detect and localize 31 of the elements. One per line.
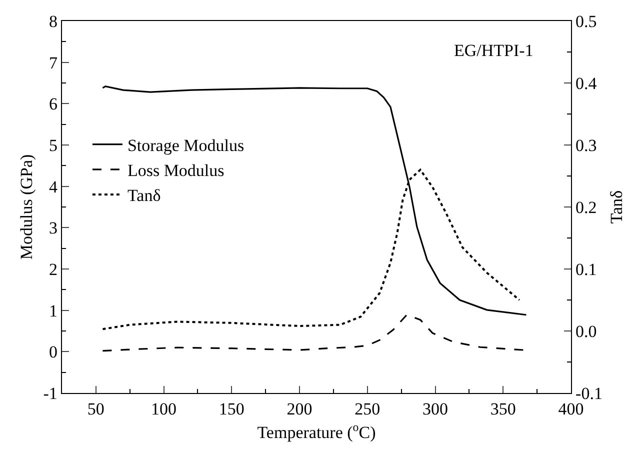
x-tick-label: 350 — [490, 400, 516, 419]
annotation: EG/HTPI-1 — [454, 41, 534, 60]
y-tick-label: 6 — [48, 94, 58, 114]
y-tick-label: 1 — [48, 301, 58, 320]
x-tick-label: 50 — [87, 400, 104, 419]
x-tick-label: 150 — [218, 400, 244, 419]
legend-label: Tanδ — [127, 186, 161, 206]
legend-label: Loss Modulus — [127, 161, 224, 180]
y-tick-label: 5 — [48, 136, 58, 155]
line-series — [102, 314, 524, 352]
y-tick-label: 0 — [48, 342, 58, 362]
y-tick-label: 7 — [48, 53, 58, 72]
y2-tick-label: 0.4 — [576, 74, 598, 93]
y-tick-label: 3 — [48, 218, 58, 238]
y2-tick-label: 0.1 — [576, 260, 597, 279]
y-tick-label: 8 — [48, 12, 58, 31]
y2-tick-label: 0.2 — [576, 198, 597, 217]
y2-tick-label: 0.5 — [576, 12, 597, 31]
x-tick-label: 250 — [354, 400, 380, 419]
y-tick-label: 2 — [48, 260, 58, 279]
legend-label: Storage Modulus — [127, 136, 244, 155]
y2-tick-label: 0.0 — [576, 322, 597, 341]
y-tick-label: 4 — [48, 177, 58, 196]
y-axis-title: Modulus (GPa) — [16, 154, 36, 260]
x-axis-title: Temperature ($^{o}$C) — [257, 420, 376, 442]
x-tick-label: 300 — [422, 400, 448, 419]
x-tick-label: 200 — [286, 400, 312, 419]
x-tick-label: 100 — [151, 400, 177, 419]
y-tick-label: -1 — [43, 384, 58, 403]
y2-axis-title: Tanδ — [606, 190, 626, 224]
y2-tick-label: 0.3 — [576, 136, 597, 155]
